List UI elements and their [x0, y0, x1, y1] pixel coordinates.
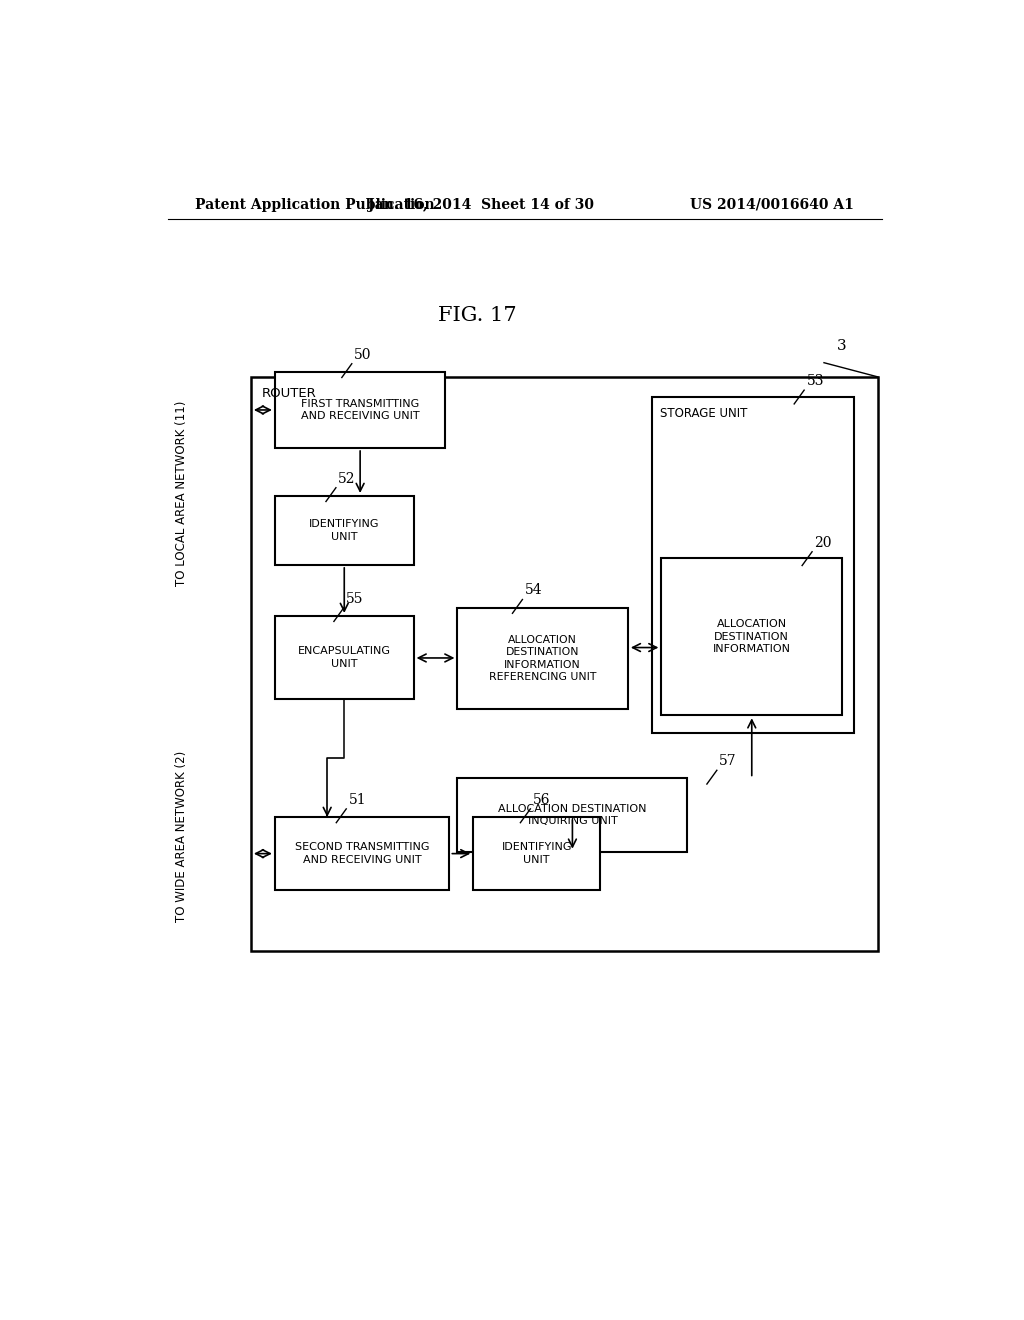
Bar — [662, 558, 842, 715]
Text: ALLOCATION
DESTINATION
INFORMATION: ALLOCATION DESTINATION INFORMATION — [713, 619, 791, 653]
Bar — [458, 779, 687, 851]
Text: STORAGE UNIT: STORAGE UNIT — [659, 408, 748, 420]
Text: 57: 57 — [719, 754, 737, 768]
Bar — [274, 496, 414, 565]
Text: 3: 3 — [837, 338, 846, 352]
Text: 53: 53 — [807, 374, 824, 388]
Text: ALLOCATION
DESTINATION
INFORMATION
REFERENCING UNIT: ALLOCATION DESTINATION INFORMATION REFER… — [489, 635, 596, 682]
Text: 55: 55 — [346, 591, 364, 606]
Text: TO LOCAL AREA NETWORK (11): TO LOCAL AREA NETWORK (11) — [175, 401, 188, 586]
Text: FIG. 17: FIG. 17 — [438, 306, 516, 326]
Text: US 2014/0016640 A1: US 2014/0016640 A1 — [690, 198, 854, 211]
Text: ALLOCATION DESTINATION
INQUIRING UNIT: ALLOCATION DESTINATION INQUIRING UNIT — [498, 804, 647, 826]
Text: ENCAPSULATING
UNIT: ENCAPSULATING UNIT — [298, 647, 391, 669]
Bar — [458, 607, 628, 709]
Text: SECOND TRANSMITTING
AND RECEIVING UNIT: SECOND TRANSMITTING AND RECEIVING UNIT — [295, 842, 429, 865]
Text: Jan. 16, 2014  Sheet 14 of 30: Jan. 16, 2014 Sheet 14 of 30 — [369, 198, 594, 211]
Text: ROUTER: ROUTER — [261, 387, 316, 400]
Text: Patent Application Publication: Patent Application Publication — [196, 198, 435, 211]
Text: 52: 52 — [338, 471, 355, 486]
Text: 20: 20 — [814, 536, 831, 549]
Bar — [652, 397, 854, 733]
Text: FIRST TRANSMITTING
AND RECEIVING UNIT: FIRST TRANSMITTING AND RECEIVING UNIT — [301, 399, 420, 421]
Bar — [274, 817, 450, 890]
Bar — [274, 372, 445, 447]
Text: 54: 54 — [524, 583, 543, 598]
Bar — [473, 817, 600, 890]
Text: IDENTIFYING
UNIT: IDENTIFYING UNIT — [309, 519, 380, 541]
Text: IDENTIFYING
UNIT: IDENTIFYING UNIT — [502, 842, 572, 865]
Text: 51: 51 — [348, 793, 367, 807]
Text: 56: 56 — [532, 793, 550, 807]
Bar — [251, 378, 878, 952]
Text: TO WIDE AREA NETWORK (2): TO WIDE AREA NETWORK (2) — [175, 751, 188, 921]
Text: 50: 50 — [354, 347, 372, 362]
Bar — [274, 615, 414, 700]
